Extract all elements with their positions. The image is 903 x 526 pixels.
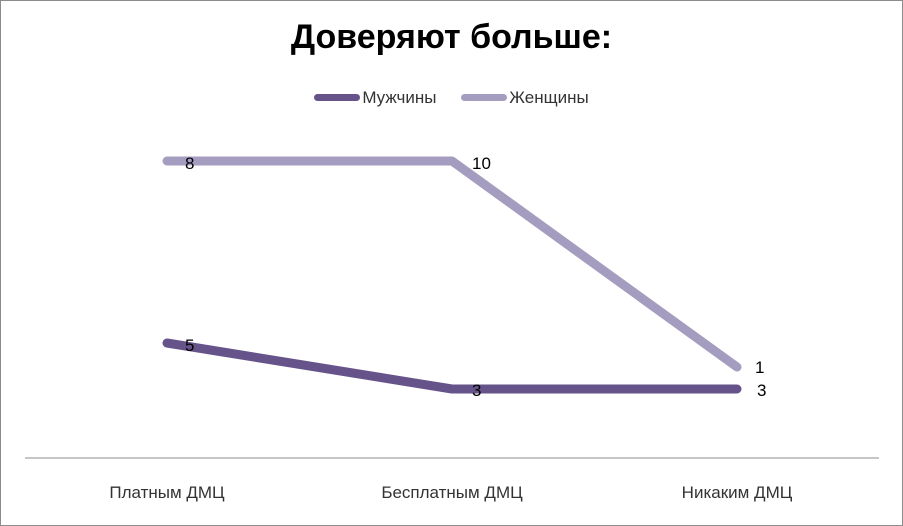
x-tick-label: Платным ДМЦ: [109, 483, 225, 502]
data-label-men-0: 5: [185, 336, 194, 355]
data-label-women-1: 10: [472, 154, 491, 173]
legend-label-women: Женщины: [509, 87, 589, 107]
data-label-men-1: 3: [472, 381, 481, 400]
x-tick-label: Никаким ДМЦ: [682, 483, 793, 502]
legend-item-women: Женщины: [461, 87, 589, 108]
legend-swatch-women: [461, 94, 508, 101]
data-label-women-2: 1: [755, 358, 764, 377]
legend-item-men: Мужчины: [314, 87, 437, 108]
chart-legend: Мужчины Женщины: [0, 86, 903, 108]
x-tick-label: Бесплатным ДМЦ: [381, 483, 523, 502]
series-line-men: [162, 338, 742, 394]
legend-label-men: Мужчины: [362, 87, 437, 107]
series-line-women: [162, 156, 742, 372]
data-label-women-0: 8: [185, 154, 194, 173]
data-label-men-2: 3: [757, 381, 766, 400]
legend-swatch-men: [314, 94, 361, 101]
chart-title: Доверяют больше:: [290, 18, 613, 56]
